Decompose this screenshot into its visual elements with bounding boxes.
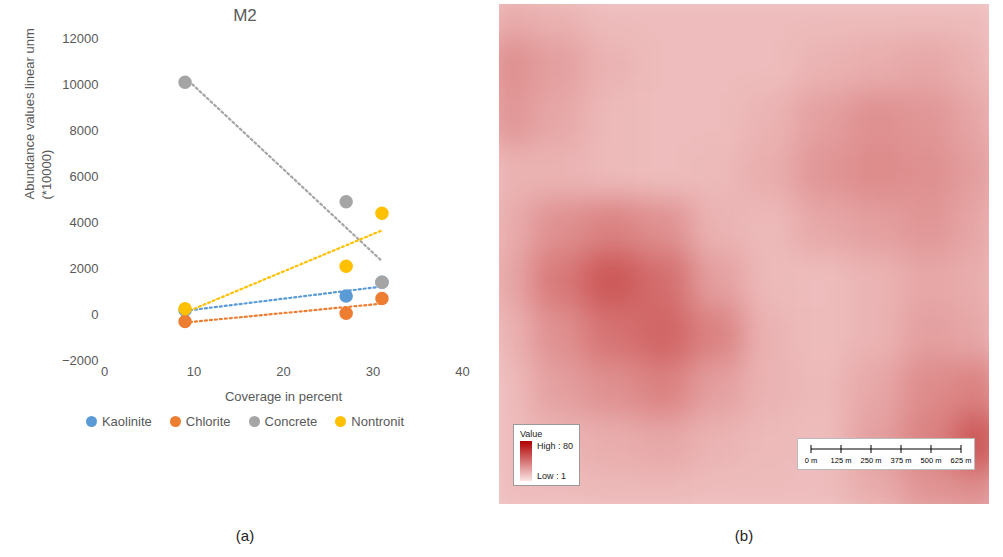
html-text:Value: Value	[520, 429, 543, 439]
svg-text:250 m: 250 m	[861, 456, 882, 465]
html-text:Kaolinite: Kaolinite	[101, 414, 152, 429]
html-text:Low : 1: Low : 1	[537, 471, 566, 481]
svg-text:375 m: 375 m	[891, 456, 912, 465]
svg-text:500 m: 500 m	[921, 456, 942, 465]
html-text:High : 80: High : 80	[537, 441, 573, 451]
svg-text:20: 20	[276, 364, 290, 379]
svg-text:0: 0	[91, 307, 98, 322]
html-text:Nontronit: Nontronit	[351, 414, 405, 429]
html-text:M2: M2	[233, 6, 257, 25]
svg-text:10: 10	[187, 364, 201, 379]
html-text:Chlorite: Chlorite	[185, 414, 231, 429]
html-text:Concrete: Concrete	[264, 414, 318, 429]
svg-text:12000: 12000	[62, 31, 98, 46]
svg-text:625 m: 625 m	[951, 456, 972, 465]
svg-text:0 m: 0 m	[805, 456, 818, 465]
svg-text:30: 30	[366, 364, 380, 379]
svg-text:−2000: −2000	[62, 353, 99, 368]
svg-text:0: 0	[101, 364, 108, 379]
svg-text:8000: 8000	[70, 123, 99, 138]
svg-text:40: 40	[455, 364, 469, 379]
svg-text:6000: 6000	[70, 169, 99, 184]
html-text:(b): (b)	[734, 527, 754, 544]
svg-text:Coverage in percent: Coverage in percent	[225, 389, 342, 404]
svg-text:2000: 2000	[70, 261, 99, 276]
svg-text:Abundance values linear unmixi: Abundance values linear unmixing(*10000)	[22, 28, 53, 200]
html-text:(a): (a)	[235, 527, 255, 544]
svg-text:10000: 10000	[62, 77, 98, 92]
svg-text:125 m: 125 m	[831, 456, 852, 465]
svg-text:4000: 4000	[70, 215, 99, 230]
